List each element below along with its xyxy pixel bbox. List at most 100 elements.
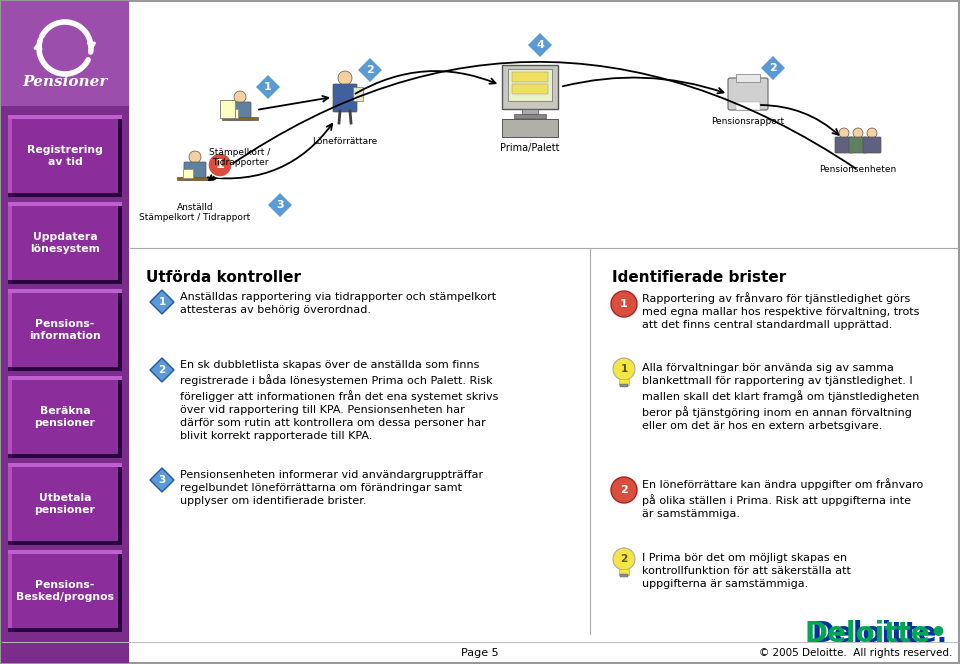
FancyBboxPatch shape [728,78,768,110]
Circle shape [839,128,849,138]
Circle shape [613,358,635,380]
Text: 2: 2 [158,365,166,375]
Text: En sk dubbletlista skapas över de anställda som finns
registrerade i båda lönesy: En sk dubbletlista skapas över de anstäl… [180,360,498,442]
Bar [12,467,118,541]
FancyBboxPatch shape [863,137,881,153]
Bar [12,280,118,284]
Circle shape [611,291,637,317]
Polygon shape [150,290,174,314]
Circle shape [338,71,352,85]
Bar [12,193,118,197]
Bar [514,114,546,118]
Bar [620,384,628,387]
Bar [220,100,235,118]
Text: Stämpelkort /
Tidrapporter: Stämpelkort / Tidrapporter [209,148,271,167]
Text: 1: 1 [620,299,628,309]
Bar [8,115,122,197]
Bar [12,628,118,632]
Text: 2: 2 [366,65,373,75]
Bar [8,550,122,632]
Text: © 2005 Deloitte.  All rights reserved.: © 2005 Deloitte. All rights reserved. [758,648,952,658]
Bar [512,84,548,94]
Bar [8,380,12,454]
Bar [8,376,122,380]
Bar [118,467,122,545]
Text: Rapportering av frånvaro för tjänstledighet görs
med egna mallar hos respektive : Rapportering av frånvaro för tjänstledig… [642,292,920,330]
Bar [118,293,122,371]
Text: 3: 3 [158,475,166,485]
Text: Pensions-
Besked/prognos: Pensions- Besked/prognos [16,580,114,602]
Text: Utförda kontroller: Utförda kontroller [146,270,301,285]
Bar [8,206,12,280]
Text: Page 5: Page 5 [461,648,499,658]
Bar [620,574,628,577]
Bar [1,1,129,106]
Bar [736,102,760,110]
Text: Prima/Palett: Prima/Palett [500,143,560,153]
Bar [508,69,552,101]
Text: Pensionsenheten informerar vid användargruppträffar
regelbundet löneförrättarna : Pensionsenheten informerar vid användarg… [180,470,483,507]
Bar [8,463,122,467]
Bar [8,293,12,367]
Bar [619,569,629,575]
Text: Anställd
Stämpelkort / Tidrapport: Anställd Stämpelkort / Tidrapport [139,203,251,222]
Bar [118,119,122,197]
Bar [502,65,558,109]
Polygon shape [150,468,174,492]
Bar [8,202,122,206]
Bar [118,554,122,632]
Bar [502,119,558,137]
Circle shape [189,151,201,163]
FancyBboxPatch shape [184,162,206,180]
Bar [512,72,548,82]
Bar [8,550,122,554]
FancyBboxPatch shape [229,102,251,120]
Bar [228,109,238,118]
Text: 1: 1 [158,297,166,307]
Polygon shape [255,74,281,100]
Bar [619,379,629,385]
Bar [353,87,363,101]
Polygon shape [267,192,293,218]
FancyBboxPatch shape [333,84,357,112]
Text: 1: 1 [264,82,272,92]
Text: Pensioner: Pensioner [22,75,108,89]
Text: Deloitte•: Deloitte• [804,620,948,648]
Circle shape [853,128,863,138]
Text: 2: 2 [620,485,628,495]
Polygon shape [150,358,174,382]
Text: 2: 2 [620,554,628,564]
Text: Anställdas rapportering via tidrapporter och stämpelkort
attesteras av behörig ö: Anställdas rapportering via tidrapporter… [180,292,496,315]
Bar [8,554,12,628]
Text: 1: 1 [216,159,225,171]
Bar [118,206,122,284]
FancyBboxPatch shape [849,137,867,153]
Text: 4: 4 [536,40,544,50]
Polygon shape [760,55,786,81]
Text: Löneförrättare: Löneförrättare [312,137,377,146]
Bar [8,115,122,119]
Bar [8,202,122,284]
Bar [1,1,129,663]
Text: En löneförrättare kan ändra uppgifter om frånvaro
på olika ställen i Prima. Risk: En löneförrättare kan ändra uppgifter om… [642,478,924,519]
Bar [12,380,118,454]
Bar [12,119,118,193]
Text: Pensionsenheten: Pensionsenheten [820,165,897,174]
Text: 1: 1 [620,364,628,374]
Bar [8,376,122,458]
Bar [177,177,213,180]
Bar [8,289,122,293]
Text: Alla förvaltningar bör använda sig av samma
blankettmall för rapportering av tjä: Alla förvaltningar bör använda sig av sa… [642,363,920,431]
Text: I Prima bör det om möjligt skapas en
kontrollfunktion för att säkerställa att
up: I Prima bör det om möjligt skapas en kon… [642,553,851,590]
Circle shape [208,153,232,177]
Bar [522,109,538,114]
FancyBboxPatch shape [835,137,853,153]
Circle shape [234,91,246,103]
Text: Beräkna
pensioner: Beräkna pensioner [35,406,95,428]
Circle shape [867,128,877,138]
Bar [12,554,118,628]
Text: Identifierade brister: Identifierade brister [612,270,786,285]
Bar [8,289,122,371]
Text: Registrering
av tid: Registrering av tid [27,145,103,167]
Text: Deloitte.: Deloitte. [812,620,948,648]
